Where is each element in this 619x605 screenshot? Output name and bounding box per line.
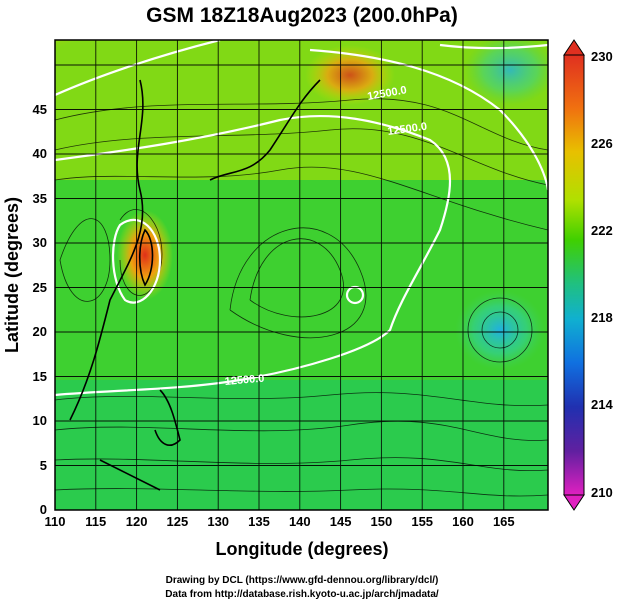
colorbar-tick: 226 xyxy=(591,136,613,151)
x-tick: 145 xyxy=(330,514,352,529)
x-axis-title: Longitude (degrees) xyxy=(215,539,388,559)
colorbar-bottom-arrow xyxy=(563,494,585,511)
contour-label-north: 12500.0 xyxy=(387,121,428,138)
colorbar: 230 226 222 218 214 210 xyxy=(563,39,613,511)
credit-drawing: Drawing by DCL (https://www.gfd-dennou.o… xyxy=(166,575,439,586)
cool-region-northeast xyxy=(465,40,548,105)
y-tick: 0 xyxy=(40,502,47,517)
y-axis-ticks: 0 5 10 15 20 25 30 35 40 45 xyxy=(33,102,47,517)
y-axis-title: Latitude (degrees) xyxy=(2,197,22,353)
y-tick: 30 xyxy=(33,235,47,250)
colorbar-tick: 210 xyxy=(591,485,613,500)
warm-region-northeast xyxy=(305,45,395,105)
x-tick: 110 xyxy=(45,514,66,529)
y-tick: 25 xyxy=(33,280,47,295)
x-tick: 125 xyxy=(167,514,189,529)
credit-data: Data from http://database.rish.kyoto-u.a… xyxy=(165,589,439,600)
cool-vortex-east xyxy=(455,290,545,370)
colorbar-tick: 230 xyxy=(591,49,613,64)
colorbar-top-arrow xyxy=(563,39,585,56)
x-tick: 115 xyxy=(85,514,106,529)
y-tick: 15 xyxy=(33,369,47,384)
warm-region-northwest xyxy=(55,40,340,180)
colorbar-tick: 218 xyxy=(591,310,613,325)
y-tick: 10 xyxy=(33,413,47,428)
grid-lines xyxy=(55,40,548,510)
tropical-band xyxy=(55,380,548,510)
plot-frame xyxy=(54,39,549,511)
colorbar-scale xyxy=(563,54,585,496)
x-tick: 135 xyxy=(248,514,270,529)
y-tick: 35 xyxy=(33,191,47,206)
colorbar-tick: 222 xyxy=(591,223,613,238)
x-tick: 160 xyxy=(452,514,474,529)
warm-core-taiwan xyxy=(117,210,173,300)
y-tick: 45 xyxy=(33,102,47,117)
y-tick: 40 xyxy=(33,146,47,161)
x-tick: 165 xyxy=(493,514,515,529)
x-tick: 120 xyxy=(126,514,148,529)
x-tick: 140 xyxy=(289,514,311,529)
colorbar-tick: 214 xyxy=(591,397,613,412)
contour-label-south: 12500.0 xyxy=(224,373,265,388)
x-axis-ticks: 110 115 120 125 130 135 140 145 150 155 … xyxy=(45,514,515,529)
y-tick: 5 xyxy=(40,458,47,473)
streamlines xyxy=(55,98,548,497)
contour-12500 xyxy=(55,40,548,397)
y-tick: 20 xyxy=(33,324,47,339)
plot-area: 12500.0 12500.0 12500.0 xyxy=(55,40,548,510)
x-tick: 155 xyxy=(411,514,433,529)
x-tick: 150 xyxy=(371,514,393,529)
map-title: GSM 18Z18Aug2023 (200.0hPa) xyxy=(146,4,458,27)
x-tick: 130 xyxy=(207,514,229,529)
